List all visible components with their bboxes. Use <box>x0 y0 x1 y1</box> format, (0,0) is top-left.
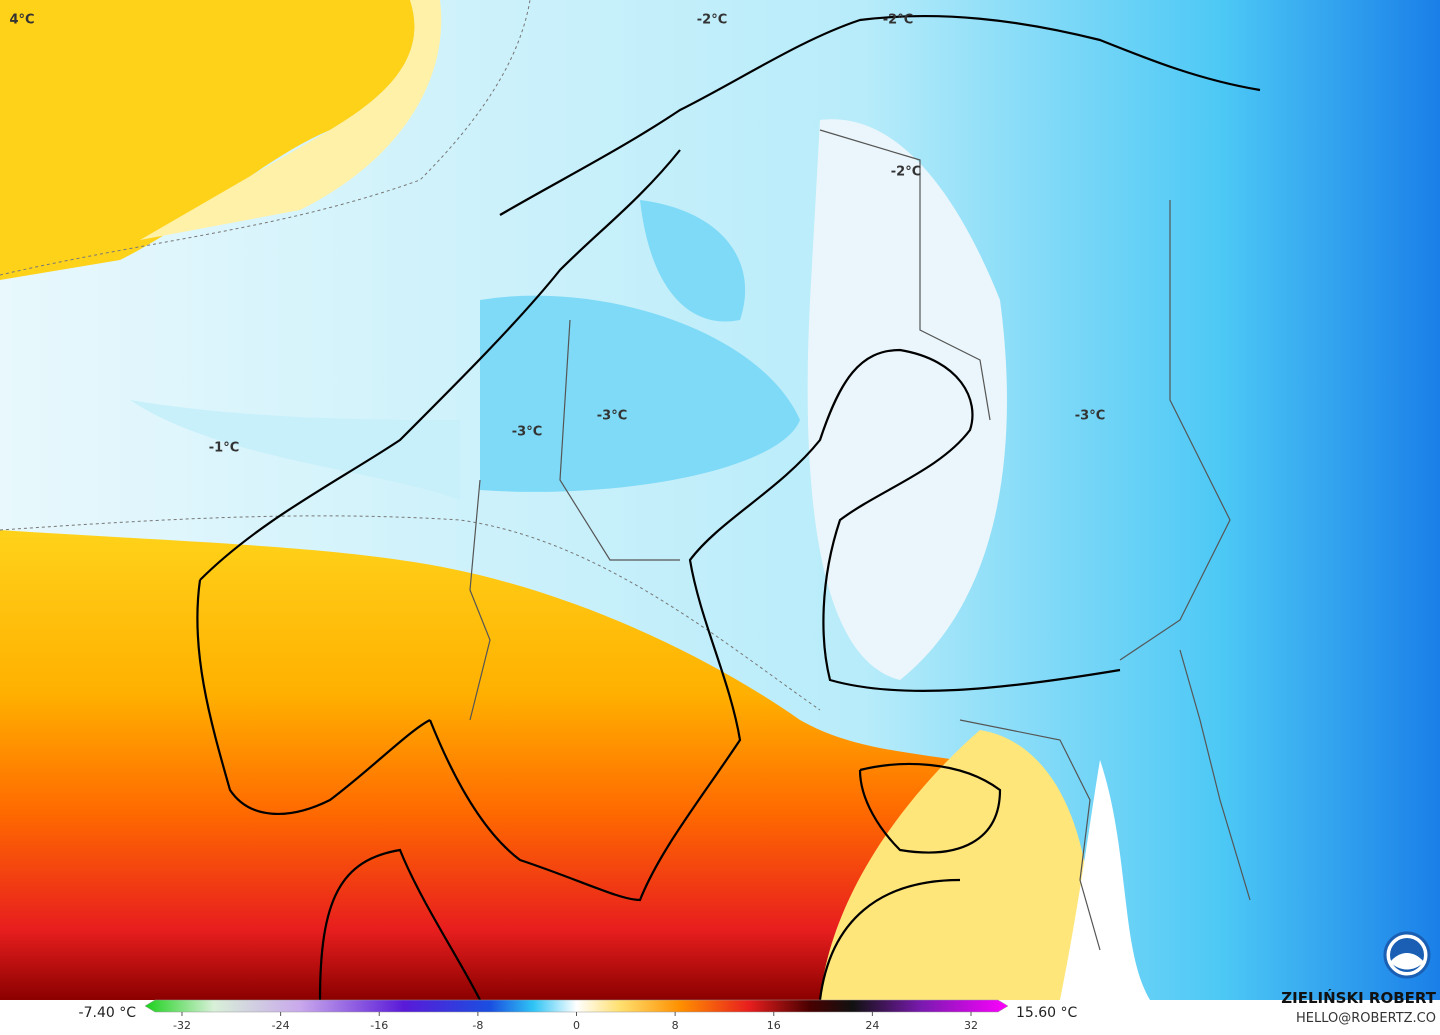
colorbar-tick-label: -8 <box>472 1019 483 1032</box>
contour-label: -3°C <box>597 409 627 424</box>
border <box>469 129 1251 951</box>
contour-label: -1°C <box>209 441 239 456</box>
map: 4°C -2°C -2°C -2°C -1°C -3°C -3°C -3°C <box>0 0 1440 1001</box>
contour-label: -2°C <box>891 165 921 180</box>
contour-label: -3°C <box>1075 409 1105 424</box>
colorbar-tick-label: -16 <box>370 1019 388 1032</box>
coastline <box>196 14 1261 1001</box>
colorbar-tick-label: 24 <box>865 1019 879 1032</box>
colorbar-tick-label: 0 <box>573 1019 580 1032</box>
contour-label: -2°C <box>697 13 727 28</box>
colorbar-tick-label: 16 <box>767 1019 781 1032</box>
colorbar <box>144 999 1009 1013</box>
colorbar-tick-label: -24 <box>272 1019 290 1032</box>
mild-area <box>807 119 1007 681</box>
cold-area <box>130 400 460 500</box>
warm-area <box>820 730 1090 1000</box>
contour-label: 4°C <box>9 13 34 28</box>
warm-area <box>140 0 442 240</box>
credit-email: HELLO@ROBERTZ.CO <box>1296 1011 1436 1026</box>
colorbar-tick-label: 8 <box>672 1019 679 1032</box>
colorbar-max-label: 15.60 °C <box>1016 1005 1078 1021</box>
colorbar-tick-label: -32 <box>173 1019 191 1032</box>
mild-area <box>1060 760 1150 1000</box>
warm-area <box>0 0 415 280</box>
credit-name: ZIELIŃSKI ROBERT <box>1281 988 1436 1007</box>
colorbar-tick-label: 32 <box>964 1019 978 1032</box>
colorbar-min-label: -7.40 °C <box>79 1005 137 1021</box>
contour-label: -2°C <box>883 13 913 28</box>
warm-area <box>0 530 1060 1000</box>
isotherm <box>0 515 821 711</box>
cold-area <box>640 200 746 322</box>
cold-area <box>480 295 800 492</box>
contour-label: -3°C <box>512 425 542 440</box>
isotherm <box>0 0 531 276</box>
noaa-logo <box>1383 931 1431 979</box>
